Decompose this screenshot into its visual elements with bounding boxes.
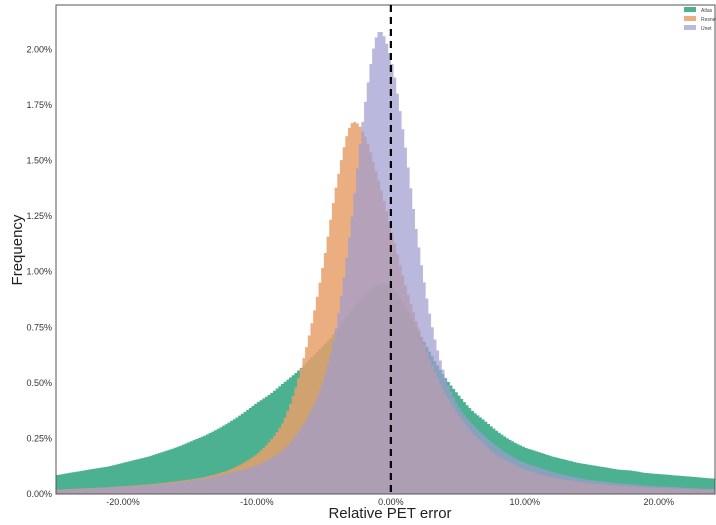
legend-label-atlas: Atlas — [701, 8, 713, 14]
y-tick-label: 1.00% — [26, 267, 52, 277]
legend-label-resnet: Resnet — [701, 17, 716, 23]
y-tick-label: 0.25% — [26, 433, 52, 443]
x-tick-label: -20.00% — [106, 497, 140, 507]
legend-swatch-atlas — [684, 7, 696, 12]
y-axis-title: Frequency — [9, 214, 26, 285]
x-tick-label: 10.00% — [510, 497, 541, 507]
y-tick-label: 1.25% — [26, 211, 52, 221]
x-axis-title: Relative PET error — [328, 505, 451, 522]
y-tick-label: 0.00% — [26, 489, 52, 499]
legend-label-unet: Unet — [701, 26, 712, 32]
x-tick-label: -10.00% — [240, 497, 274, 507]
y-tick-label: 2.00% — [26, 44, 52, 54]
x-tick-label: 20.00% — [643, 497, 674, 507]
legend-swatch-resnet — [684, 16, 696, 21]
legend-swatch-unet — [684, 25, 696, 30]
y-tick-label: 0.75% — [26, 322, 52, 332]
y-tick-label: 0.50% — [26, 378, 52, 388]
y-tick-label: 1.75% — [26, 100, 52, 110]
y-tick-label: 1.50% — [26, 156, 52, 166]
